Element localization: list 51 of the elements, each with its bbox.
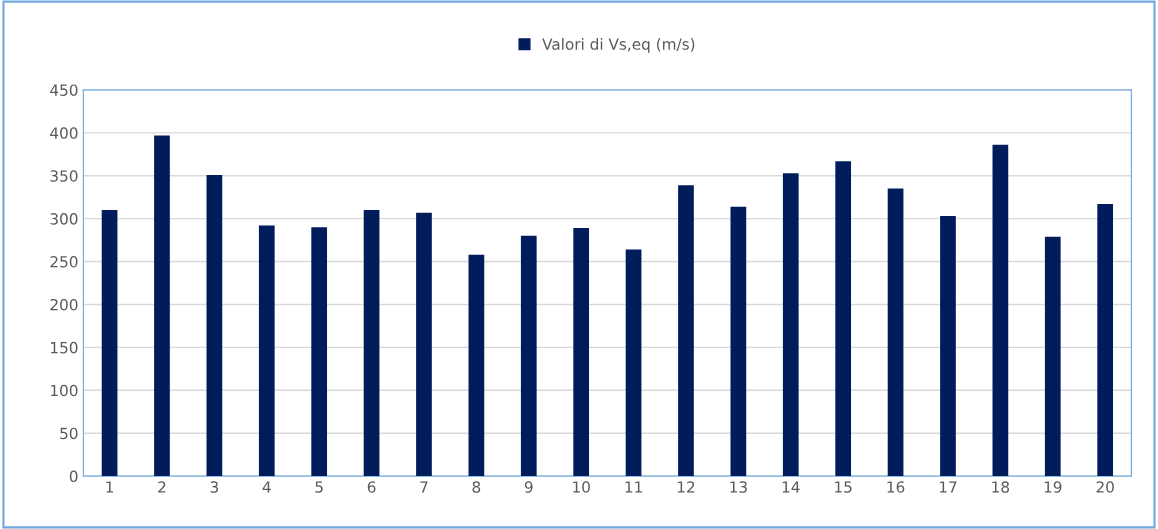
bar bbox=[1097, 204, 1114, 477]
x-tick-label: 13 bbox=[730, 481, 747, 493]
y-tick-label: 400 bbox=[50, 127, 78, 139]
y-tick-label: 450 bbox=[50, 84, 78, 96]
x-tick-label: 7 bbox=[420, 481, 428, 493]
bar bbox=[258, 225, 275, 477]
bar bbox=[363, 210, 380, 477]
bar bbox=[468, 254, 485, 477]
x-tick-label: 15 bbox=[835, 481, 852, 493]
x-tick-label: 12 bbox=[677, 481, 695, 493]
bar bbox=[887, 188, 904, 477]
x-tick-label: 2 bbox=[158, 481, 166, 493]
x-tick-label: 6 bbox=[367, 481, 376, 493]
bar bbox=[730, 206, 747, 477]
bar bbox=[101, 210, 118, 477]
y-tick-label: 350 bbox=[50, 170, 78, 182]
bar bbox=[573, 228, 590, 477]
x-tick-label: 5 bbox=[315, 481, 323, 493]
x-tick-label: 11 bbox=[625, 481, 642, 493]
y-tick-label: 0 bbox=[69, 470, 78, 483]
x-tick-label: 17 bbox=[939, 481, 957, 493]
x-tick-label: 4 bbox=[262, 481, 271, 493]
legend-label: Valori di Vs,eq (m/s) bbox=[542, 38, 695, 53]
x-tick-label: 14 bbox=[782, 481, 800, 493]
bar bbox=[520, 235, 537, 477]
y-tick-label: 150 bbox=[51, 341, 78, 354]
x-tick-label: 1 bbox=[106, 481, 114, 493]
bar bbox=[678, 185, 694, 477]
bar bbox=[206, 174, 223, 477]
x-tick-label: 10 bbox=[573, 481, 590, 493]
y-tick-label: 250 bbox=[50, 256, 78, 268]
x-tick-label: 18 bbox=[992, 481, 1010, 493]
y-tick-label: 100 bbox=[51, 384, 78, 397]
bar bbox=[154, 135, 170, 477]
x-tick-label: 3 bbox=[210, 481, 219, 493]
bar bbox=[835, 161, 852, 477]
x-tick-label: 16 bbox=[887, 481, 905, 493]
y-tick-label: 50 bbox=[60, 427, 78, 440]
bar bbox=[782, 173, 799, 477]
x-tick-label: 20 bbox=[1096, 481, 1114, 493]
bar bbox=[940, 216, 956, 477]
y-tick-label: 200 bbox=[50, 298, 78, 311]
bar bbox=[416, 212, 432, 477]
x-tick-label: 19 bbox=[1044, 481, 1062, 493]
bar bbox=[1044, 236, 1061, 477]
x-tick-label: 8 bbox=[472, 481, 481, 493]
bar bbox=[625, 249, 642, 477]
x-tick-label: 9 bbox=[524, 481, 533, 493]
bar bbox=[311, 227, 328, 477]
y-tick-label: 300 bbox=[50, 213, 78, 225]
bar bbox=[992, 144, 1009, 477]
